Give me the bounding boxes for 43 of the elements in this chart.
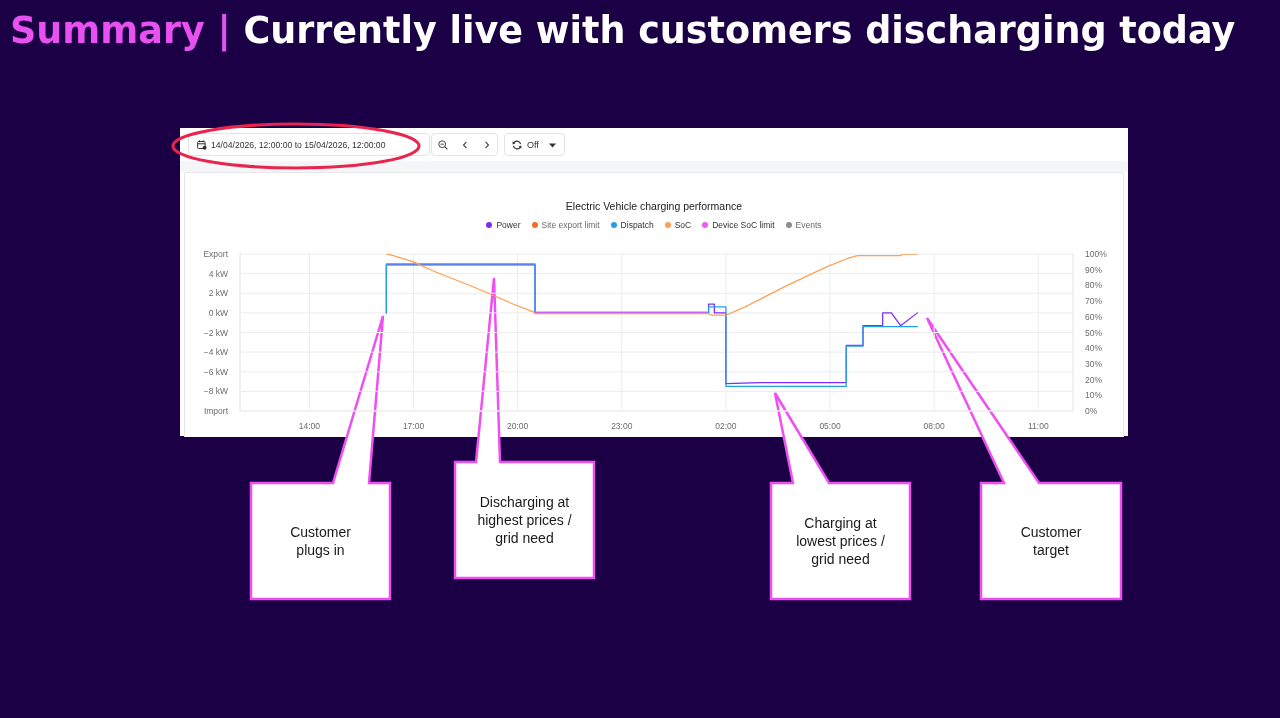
y2-tick-label: 0% [1085, 406, 1098, 417]
x-tick-label: 14:00 [298, 421, 321, 432]
x-tick-label: 11:00 [1027, 421, 1049, 432]
chart-subtitle: Electric Vehicle charging performance [565, 200, 743, 212]
x-tick-label: 08:00 [923, 421, 946, 432]
legend-label: Power [496, 220, 521, 230]
y-tick-label: −4 kW [203, 347, 228, 358]
text: 14/04/2026, 12:00:00 to 15/04/2026, 12:00:00 [211, 140, 386, 150]
x-tick-label: 05:00 [819, 421, 841, 432]
y2-tick-label: 40% [1085, 343, 1103, 354]
text: Charging at lowest prices / grid need [796, 515, 885, 567]
y2-tick-label: 10% [1085, 390, 1103, 401]
legend-label: Site export limit [541, 220, 600, 230]
legend-label: Dispatch [620, 220, 654, 230]
text: Customer target [1020, 524, 1082, 558]
y2-tick-label: 30% [1085, 358, 1103, 369]
text: Discharging at highest prices / grid need [477, 494, 572, 546]
legend-label: Events [795, 220, 822, 230]
text: Customer plugs in [290, 524, 351, 558]
y2-tick-label: 90% [1085, 264, 1103, 275]
text: Off [527, 140, 539, 150]
y2-tick-label: 20% [1085, 374, 1103, 385]
y-tick-label: −2 kW [203, 327, 228, 338]
y2-tick-label: 80% [1085, 280, 1103, 291]
line-series [385, 254, 919, 316]
legend-label: SoC [674, 220, 692, 230]
y-tick-label: Import [203, 406, 229, 417]
y-tick-label: Export [203, 249, 229, 260]
legend-label: Device SoC limit [712, 220, 775, 230]
y2-tick-label: 70% [1085, 296, 1103, 307]
x-tick-label: 20:00 [507, 421, 529, 432]
y-tick-label: 4 kW [208, 268, 228, 279]
y-tick-label: −6 kW [203, 366, 228, 377]
y2-tick-label: 50% [1085, 327, 1103, 338]
y-tick-label: 2 kW [208, 288, 228, 299]
y-tick-label: 0 kW [208, 307, 228, 318]
x-tick-label: 17:00 [402, 421, 425, 432]
y-tick-label: −8 kW [203, 386, 228, 397]
y2-tick-label: 60% [1085, 311, 1103, 322]
x-tick-label: 23:00 [611, 421, 633, 432]
y2-tick-label: 100% [1085, 249, 1108, 260]
x-tick-label: 02:00 [715, 421, 737, 432]
chart-title: Summary | Currently live with customers discharging today [10, 9, 1236, 52]
